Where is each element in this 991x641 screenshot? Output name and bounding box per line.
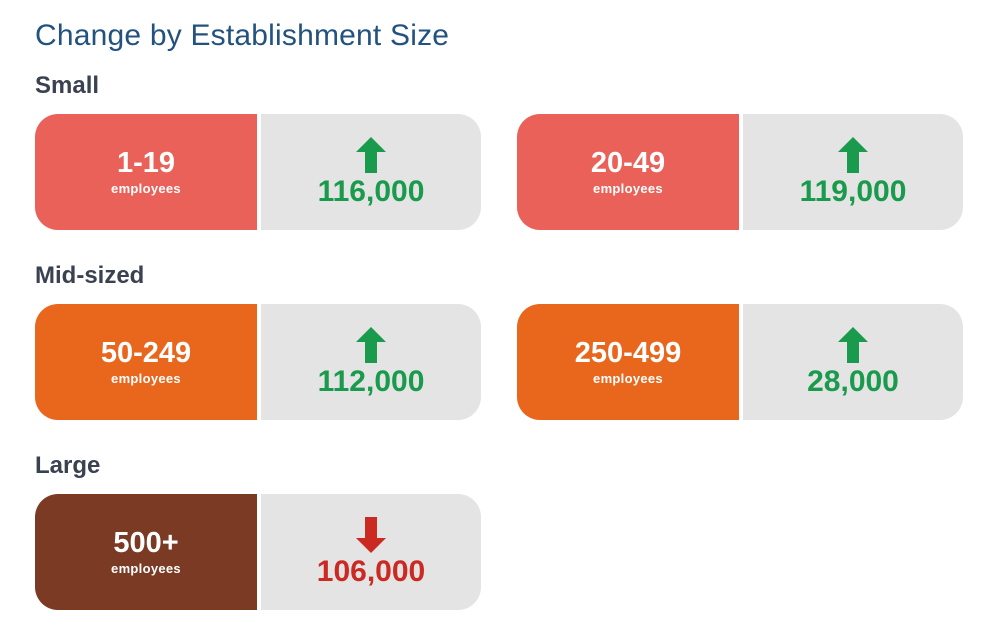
change-value: 112,000 xyxy=(317,364,425,398)
up-arrow-icon xyxy=(838,136,868,173)
card-mid-50-249: 50-249 employees 112,000 xyxy=(35,304,481,420)
section-heading-mid-sized: Mid-sized xyxy=(35,262,145,289)
card-small-20-49: 20-49 employees 119,000 xyxy=(517,114,963,230)
section-mid-sized: Mid-sized 50-249 employees 112,000 250-4… xyxy=(35,262,991,420)
card-row: 1-19 employees 116,000 20-49 employees xyxy=(35,114,991,230)
section-small: Small 1-19 employees 116,000 20-49 emplo… xyxy=(35,72,991,230)
section-heading-small: Small xyxy=(35,72,100,99)
up-arrow-icon xyxy=(356,326,386,363)
down-arrow-icon xyxy=(356,516,386,553)
employees-label: employees xyxy=(593,181,663,197)
change-block: 106,000 xyxy=(261,494,481,610)
up-arrow-icon xyxy=(356,136,386,173)
change-value: 28,000 xyxy=(807,364,899,398)
change-block: 28,000 xyxy=(743,304,963,420)
employees-label: employees xyxy=(111,181,181,197)
card-row: 500+ employees 106,000 xyxy=(35,494,991,610)
section-heading-large: Large xyxy=(35,452,101,479)
change-block: 116,000 xyxy=(261,114,481,230)
card-row: 50-249 employees 112,000 250-499 employe… xyxy=(35,304,991,420)
infographic: Change by Establishment Size Small 1-19 … xyxy=(35,19,991,610)
page-title: Change by Establishment Size xyxy=(35,19,450,52)
change-value: 119,000 xyxy=(799,174,907,208)
size-block: 20-49 employees xyxy=(517,114,739,230)
up-arrow-icon xyxy=(838,326,868,363)
size-range-label: 20-49 xyxy=(590,146,666,179)
section-large: Large 500+ employees 106,000 xyxy=(35,452,991,610)
card-mid-250-499: 250-499 employees 28,000 xyxy=(517,304,963,420)
size-block: 500+ employees xyxy=(35,494,257,610)
size-range-label: 50-249 xyxy=(100,336,192,369)
size-block: 1-19 employees xyxy=(35,114,257,230)
size-range-label: 250-499 xyxy=(574,336,682,369)
size-range-label: 1-19 xyxy=(116,146,176,179)
employees-label: employees xyxy=(111,371,181,387)
size-range-label: 500+ xyxy=(113,526,179,559)
change-value: 106,000 xyxy=(316,554,426,588)
size-block: 250-499 employees xyxy=(517,304,739,420)
change-value: 116,000 xyxy=(317,174,425,208)
card-large-500-plus: 500+ employees 106,000 xyxy=(35,494,481,610)
change-block: 112,000 xyxy=(261,304,481,420)
change-block: 119,000 xyxy=(743,114,963,230)
employees-label: employees xyxy=(111,561,181,577)
employees-label: employees xyxy=(593,371,663,387)
card-small-1-19: 1-19 employees 116,000 xyxy=(35,114,481,230)
size-block: 50-249 employees xyxy=(35,304,257,420)
